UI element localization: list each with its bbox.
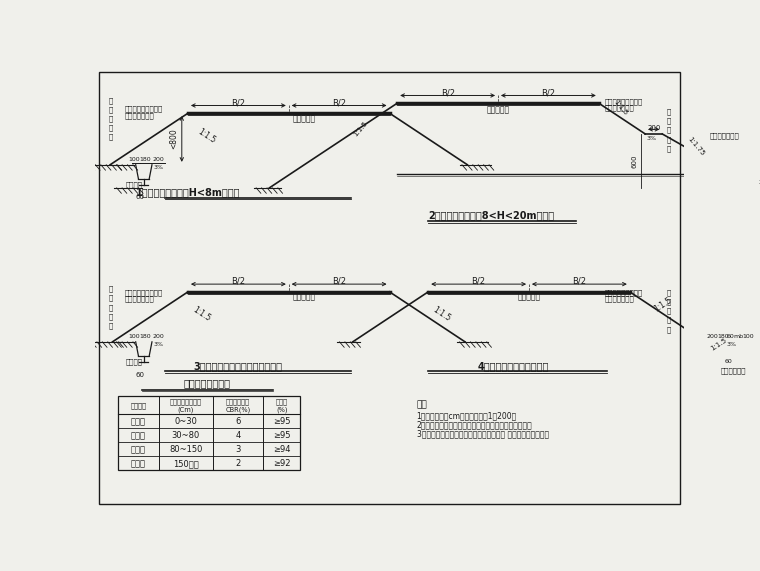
Text: 警慢板框架防护: 警慢板框架防护 xyxy=(710,133,739,139)
Text: ≥95: ≥95 xyxy=(273,417,290,427)
Text: 路基边沟: 路基边沟 xyxy=(126,359,143,365)
Text: 1:1.5: 1:1.5 xyxy=(196,127,217,145)
Text: 波纹管框架防护: 波纹管框架防护 xyxy=(605,104,635,111)
Text: 3%: 3% xyxy=(153,164,163,170)
Text: 3: 3 xyxy=(236,445,241,454)
Text: 30~80: 30~80 xyxy=(172,431,200,440)
Text: 3%: 3% xyxy=(153,341,163,347)
Text: 60: 60 xyxy=(135,372,144,377)
Text: 2: 2 xyxy=(236,459,241,468)
Text: <800: <800 xyxy=(169,128,179,150)
Text: 200: 200 xyxy=(707,334,719,339)
Text: 三棱土工网植草防护: 三棱土工网植草防护 xyxy=(605,98,643,105)
Text: B/2: B/2 xyxy=(332,98,346,107)
Text: 公
路
用
地
界: 公 路 用 地 界 xyxy=(109,97,113,140)
Text: 上路床: 上路床 xyxy=(131,445,146,454)
Text: ≥92: ≥92 xyxy=(273,459,290,468)
Text: 路基终面层: 路基终面层 xyxy=(486,106,509,114)
Text: 100: 100 xyxy=(128,334,140,339)
Text: 菱形片石防护: 菱形片石防护 xyxy=(720,368,746,374)
Text: 1:1.5: 1:1.5 xyxy=(192,305,212,323)
Text: ≥95: ≥95 xyxy=(273,431,290,440)
Text: 3%: 3% xyxy=(727,341,736,347)
Text: 0~30: 0~30 xyxy=(174,417,197,427)
Text: 善路最小强度
CBR(%): 善路最小强度 CBR(%) xyxy=(226,399,251,413)
Text: 公
路
用
地
界: 公 路 用 地 界 xyxy=(667,108,671,152)
Text: 3、适用于设置蹦式路根边沟路基: 3、适用于设置蹦式路根边沟路基 xyxy=(194,361,283,371)
Text: 6: 6 xyxy=(236,417,241,427)
Text: 三棱土工网植草防护: 三棱土工网植草防护 xyxy=(605,289,643,296)
Text: 2、对境土要求无法满足要求的土料，需采用适当处理。: 2、对境土要求无法满足要求的土料，需采用适当处理。 xyxy=(416,420,532,429)
Text: 三棱土工网植草防护: 三棱土工网植草防护 xyxy=(125,289,163,296)
Text: 1:1.5: 1:1.5 xyxy=(652,296,673,314)
Text: 下路床: 下路床 xyxy=(131,459,146,468)
Text: 1:1.5: 1:1.5 xyxy=(613,99,629,116)
Text: 200: 200 xyxy=(153,334,164,339)
Text: 3%: 3% xyxy=(647,136,657,141)
Text: 1:1.75: 1:1.75 xyxy=(686,135,705,156)
Bar xyxy=(119,396,300,470)
Text: 60: 60 xyxy=(135,194,144,200)
Text: 600: 600 xyxy=(632,154,638,168)
Text: 60: 60 xyxy=(727,334,735,339)
Text: 4、适设置式路根边沟路基: 4、适设置式路根边沟路基 xyxy=(478,361,549,371)
Text: 100: 100 xyxy=(128,157,140,162)
Text: 1、本图尺寸均cm为单位，比例1：200。: 1、本图尺寸均cm为单位，比例1：200。 xyxy=(416,411,517,420)
Text: B/2: B/2 xyxy=(441,88,454,97)
Text: 1:1.5: 1:1.5 xyxy=(709,337,727,352)
Text: B/2: B/2 xyxy=(541,88,556,97)
Text: 路基顶面以下深度
(Cm): 路基顶面以下深度 (Cm) xyxy=(169,399,201,413)
Text: 上路层: 上路层 xyxy=(131,417,146,427)
Text: 200: 200 xyxy=(758,180,760,185)
Text: 200: 200 xyxy=(153,157,164,162)
Text: 结构层名: 结构层名 xyxy=(131,403,147,409)
Text: 路基技术质量要求: 路基技术质量要求 xyxy=(184,379,231,388)
Text: 注：: 注： xyxy=(416,400,427,409)
Text: ≥94: ≥94 xyxy=(273,445,290,454)
Text: 路基终面层: 路基终面层 xyxy=(293,292,316,301)
Text: 180: 180 xyxy=(717,334,730,339)
Text: 公
路
用
地
界: 公 路 用 地 界 xyxy=(667,289,671,332)
Text: 150以下: 150以下 xyxy=(173,459,198,468)
Text: B/2: B/2 xyxy=(472,277,486,286)
Text: 1、适用于境方高度H<8m的路基: 1、适用于境方高度H<8m的路基 xyxy=(136,187,240,198)
Text: 3、圾底路基应参见《平底路基处置设计图 圾底路基》设计图。: 3、圾底路基应参见《平底路基处置设计图 圾底路基》设计图。 xyxy=(416,429,549,439)
Text: 三棱土工网植草防护: 三棱土工网植草防护 xyxy=(125,106,163,112)
Text: 200: 200 xyxy=(647,125,660,131)
Text: 路基终面层: 路基终面层 xyxy=(518,292,540,301)
Text: 1:1.5: 1:1.5 xyxy=(353,120,369,138)
Text: 1:1.5: 1:1.5 xyxy=(432,305,452,323)
Text: 路基终面层: 路基终面层 xyxy=(293,114,316,123)
Text: 公
路
用
地
界: 公 路 用 地 界 xyxy=(109,286,113,329)
Text: 波纹管框架防护: 波纹管框架防护 xyxy=(605,295,635,302)
Text: 下路层: 下路层 xyxy=(131,431,146,440)
Text: 波纹管框架防护: 波纹管框架防护 xyxy=(125,295,154,302)
Text: 180: 180 xyxy=(140,157,151,162)
Text: 4: 4 xyxy=(236,431,241,440)
Text: 180: 180 xyxy=(140,334,151,339)
Text: 压实度
(%): 压实度 (%) xyxy=(276,399,288,413)
Text: 80~150: 80~150 xyxy=(169,445,202,454)
Text: 2、适用于境方高度8<H<20m的路基: 2、适用于境方高度8<H<20m的路基 xyxy=(428,211,554,220)
Text: 波纹管框架防护: 波纹管框架防护 xyxy=(125,112,154,119)
Text: B/2: B/2 xyxy=(332,277,346,286)
Text: 路基边沟: 路基边沟 xyxy=(126,182,143,188)
Text: 100: 100 xyxy=(743,334,754,339)
Text: B/2: B/2 xyxy=(572,277,587,286)
Text: 60: 60 xyxy=(725,359,733,364)
Text: mb: mb xyxy=(733,334,743,339)
Text: B/2: B/2 xyxy=(231,98,245,107)
Text: B/2: B/2 xyxy=(231,277,245,286)
